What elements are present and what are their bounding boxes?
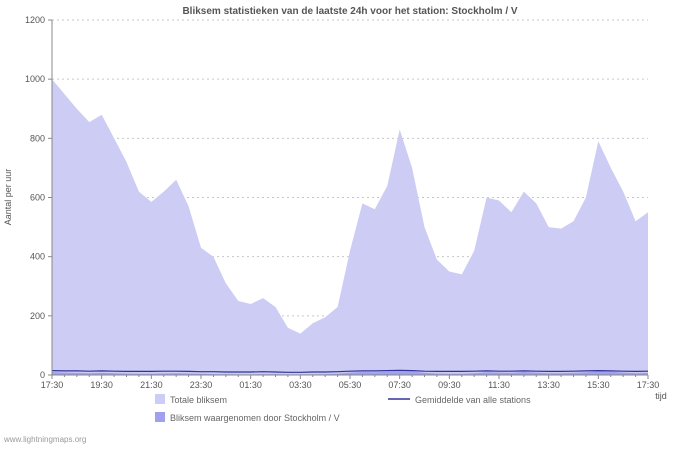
line-series-2 (51, 369, 649, 373)
legend-swatch-total (155, 394, 165, 404)
legend: Totale bliksem Gemiddelde van alle stati… (155, 394, 531, 423)
legend-label-station: Bliksem waargenomen door Stockholm / V (170, 413, 340, 423)
x-tick-label: 11:30 (488, 380, 510, 390)
y-tick-label: 200 (30, 311, 45, 321)
y-axis-label: Aantal per uur (3, 169, 13, 226)
chart-title: Bliksem statistieken van de laatste 24h … (182, 6, 517, 17)
x-tick-label: 01:30 (239, 380, 262, 390)
x-tick-label: 09:30 (438, 380, 461, 390)
watermark-link[interactable]: www.lightningmaps.org (3, 435, 86, 444)
y-tick-label: 0 (40, 370, 45, 380)
axes (48, 19, 649, 379)
x-tick-label: 13:30 (537, 380, 560, 390)
x-tick-label: 03:30 (289, 380, 312, 390)
x-tick-label: 15:30 (587, 380, 610, 390)
x-axis-label: tijd (655, 391, 667, 401)
y-tick-labels: 0 200 400 600 800 1000 1200 (25, 15, 45, 380)
y-tick-label: 1200 (25, 15, 45, 25)
area-series-1 (52, 370, 648, 375)
legend-label-average: Gemiddelde van alle stations (415, 395, 531, 405)
y-tick-label: 400 (30, 252, 45, 262)
legend-swatch-station (155, 412, 165, 422)
x-tick-label: 19:30 (90, 380, 113, 390)
x-tick-label: 23:30 (190, 380, 213, 390)
x-tick-label: 07:30 (388, 380, 411, 390)
area-series-0 (52, 79, 648, 375)
y-tick-label: 1000 (25, 74, 45, 84)
x-tick-label: 17:30 (637, 380, 660, 390)
y-tick-label: 600 (30, 193, 45, 203)
x-tick-labels: 17:30 19:30 21:30 23:30 01:30 03:30 05:30 07:30… (41, 380, 660, 390)
x-tick-label: 21:30 (140, 380, 163, 390)
x-tick-label: 17:30 (41, 380, 64, 390)
y-tick-label: 800 (30, 133, 45, 143)
x-tick-label: 05:30 (339, 380, 362, 390)
legend-label-total: Totale bliksem (170, 395, 227, 405)
line-series (51, 369, 649, 373)
area-series (52, 79, 648, 375)
